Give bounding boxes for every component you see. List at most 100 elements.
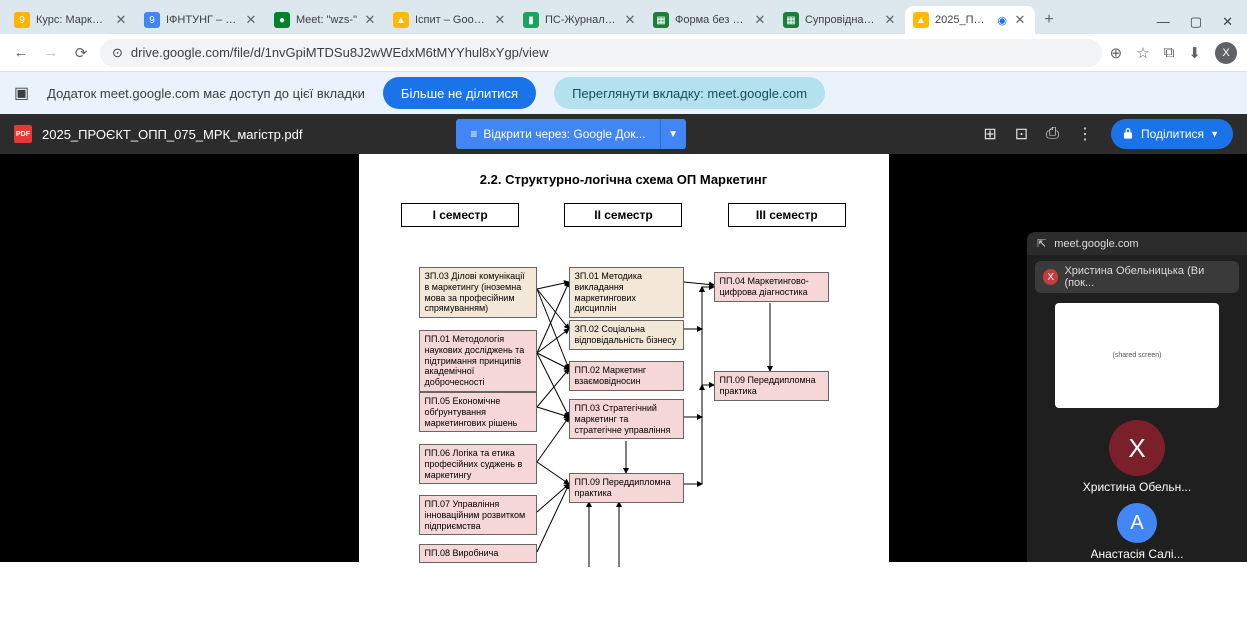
tab-title: 2025_ПРОЄ (935, 14, 991, 26)
site-info-icon[interactable]: ⊙ (112, 45, 123, 61)
address-bar: ← → ⟳ ⊙ drive.google.com/file/d/1nvGpiMT… (0, 34, 1247, 72)
tab-close-icon[interactable]: ✕ (244, 13, 258, 27)
profile-avatar[interactable]: X (1215, 42, 1237, 64)
tab-favicon: ▮ (523, 12, 539, 28)
lock-icon (1121, 127, 1135, 141)
nav-reload-icon[interactable]: ⟳ (70, 42, 92, 64)
presenter-avatar: Х (1043, 269, 1058, 285)
pip-header[interactable]: ⇱ meet.google.com (1027, 232, 1247, 255)
tab-close-icon[interactable]: ✕ (883, 13, 897, 27)
tab-title: ПС-Журнал усп (545, 14, 617, 26)
add-shortcut-icon[interactable]: ⊡ (1015, 124, 1028, 144)
print-icon[interactable]: ⎙ (1046, 125, 1059, 143)
window-min-button[interactable]: — (1157, 14, 1170, 30)
new-tab-button[interactable]: + (1035, 6, 1063, 34)
window-close-button[interactable]: ✕ (1222, 14, 1233, 30)
meet-pip[interactable]: ⇱ meet.google.com Х Христина Обельницька… (1027, 232, 1247, 562)
tab-favicon: ▦ (783, 12, 799, 28)
participant-name-2: Анастасія Салі... (1091, 547, 1184, 561)
browser-tab[interactable]: ▲ 2025_ПРОЄ ◉ ✕ (905, 6, 1035, 34)
tab-close-icon[interactable]: ✕ (363, 13, 377, 27)
course-node: ПП.05 Економічне обґрунтування маркетинг… (419, 392, 537, 432)
file-name: 2025_ПРОЄКТ_ОПП_075_МРК_магістр.pdf (42, 127, 303, 142)
tab-favicon: ▲ (913, 12, 929, 28)
course-node: ЗП.03 Ділові комунікації в маркетингу (і… (419, 267, 537, 318)
share-label: Поділитися (1141, 127, 1204, 141)
browser-tab[interactable]: ▦Супровідна док✕ (775, 6, 905, 34)
open-with-dropdown[interactable]: ▼ (660, 119, 686, 149)
window-max-button[interactable]: ▢ (1190, 14, 1202, 30)
share-dropdown-icon: ▼ (1210, 129, 1219, 139)
docs-icon: ≡ (470, 127, 477, 141)
browser-tab[interactable]: 9 Курс: Маркетин ✕ (6, 6, 136, 34)
stop-sharing-button[interactable]: Більше не ділитися (383, 77, 536, 109)
downloads-icon[interactable]: ⬇ (1188, 44, 1201, 62)
presenter-chip[interactable]: Х Христина Обельницька (Ви (пок... (1035, 261, 1239, 293)
course-node: ПП.09 Переддипломна практика (714, 371, 829, 401)
zoom-icon[interactable]: ⊕ (1110, 44, 1123, 62)
bookmark-star-icon[interactable]: ☆ (1136, 44, 1149, 62)
browser-tab[interactable]: ● Meet: "wzs-" ✕ (266, 6, 385, 34)
pdf-page: 2.2. Структурно-логічна схема ОП Маркети… (359, 154, 889, 562)
tab-favicon: 9 (14, 12, 30, 28)
course-node: ПП.02 Маркетинг взаємовідносин (569, 361, 684, 391)
pip-move-icon[interactable]: ⇱ (1037, 237, 1046, 250)
recording-icon: ◉ (997, 14, 1007, 27)
tab-close-icon[interactable]: ✕ (753, 13, 767, 27)
pip-host: meet.google.com (1054, 238, 1138, 250)
semester-header: III семестр (728, 203, 846, 227)
semester-header: II семестр (564, 203, 682, 227)
tab-favicon: ● (274, 12, 290, 28)
tab-title: Meet: "wzs-" (296, 14, 357, 26)
tab-share-icon: ▣ (14, 83, 29, 103)
sharing-message: Додаток meet.google.com має доступ до ці… (47, 86, 365, 101)
page-title: 2.2. Структурно-логічна схема ОП Маркети… (379, 172, 869, 187)
nav-back-icon[interactable]: ← (10, 42, 32, 64)
url-text: drive.google.com/file/d/1nvGpiMTDSu8J2wW… (131, 45, 549, 60)
tab-close-icon[interactable]: ✕ (114, 13, 128, 27)
tab-close-icon[interactable]: ✕ (1013, 13, 1027, 27)
open-with-label: Відкрити через: Google Док... (483, 127, 645, 141)
course-node: ПП.08 Виробнича (419, 544, 537, 563)
tab-close-icon[interactable]: ✕ (493, 13, 507, 27)
tab-favicon: 9 (144, 12, 160, 28)
semester-headers: I семестр II семестр III семестр (379, 203, 869, 227)
open-with-button[interactable]: ≡ Відкрити через: Google Док... (456, 119, 659, 149)
course-node: ПП.06 Логіка та етика професійних суджен… (419, 444, 537, 484)
meet-sharing-bar: ▣ Додаток meet.google.com має доступ до … (0, 72, 1247, 114)
view-tab-button[interactable]: Переглянути вкладку: meet.google.com (554, 77, 825, 109)
participant-tile-2[interactable]: А Анастасія Салі... (1027, 502, 1247, 562)
participant-tile-1[interactable]: Х Христина Обельн... (1027, 412, 1247, 502)
tab-title: ІФНТУНГ – кале (166, 14, 238, 26)
browser-tab[interactable]: ▲ Іспит – Google Д ✕ (385, 6, 515, 34)
course-node: ПП.04 Маркетингово-цифрова діагностика (714, 272, 829, 302)
tab-title: Іспит – Google Д (415, 14, 487, 26)
course-diagram: ЗП.03 Ділові комунікації в маркетингу (і… (379, 267, 869, 627)
tab-favicon: ▦ (653, 12, 669, 28)
course-node: ПП.03 Стратегічний маркетинг та стратегі… (569, 399, 684, 439)
screen-preview[interactable]: (shared screen) (1055, 303, 1219, 408)
nav-forward-icon[interactable]: → (40, 42, 62, 64)
pdf-badge-icon: PDF (14, 125, 32, 143)
tab-favicon: ▲ (393, 12, 409, 28)
pip-body: Х Христина Обельницька (Ви (пок... (shar… (1027, 255, 1247, 562)
tab-close-icon[interactable]: ✕ (623, 13, 637, 27)
participant-name-1: Христина Обельн... (1083, 480, 1191, 494)
browser-tab[interactable]: ▮ ПС-Журнал усп ✕ (515, 6, 645, 34)
presenter-name: Христина Обельницька (Ви (пок... (1064, 265, 1231, 289)
share-button[interactable]: Поділитися ▼ (1111, 119, 1233, 149)
course-node: ПП.01 Методологія наукових досліджень та… (419, 330, 537, 392)
extensions-icon[interactable]: ⧉ (1164, 44, 1175, 61)
semester-header: I семестр (401, 203, 519, 227)
viewer-toolbar: PDF 2025_ПРОЄКТ_ОПП_075_МРК_магістр.pdf … (0, 114, 1247, 154)
browser-tab[interactable]: ▦ Форма без назв ✕ (645, 6, 775, 34)
tab-title: Курс: Маркетин (36, 14, 108, 26)
more-actions-icon[interactable]: ⋮ (1077, 124, 1093, 144)
add-to-drive-icon[interactable]: ⊞ (983, 124, 996, 144)
browser-tab[interactable]: 9 ІФНТУНГ – кале ✕ (136, 6, 266, 34)
tab-title: Форма без назв (675, 14, 747, 26)
course-node: ЗП.02 Соціальна відповідальність бізнесу (569, 320, 684, 350)
course-node: ПП.09 Переддипломна практика (569, 473, 684, 503)
participant-avatar-2: А (1117, 503, 1157, 543)
omnibox[interactable]: ⊙ drive.google.com/file/d/1nvGpiMTDSu8J2… (100, 39, 1102, 67)
